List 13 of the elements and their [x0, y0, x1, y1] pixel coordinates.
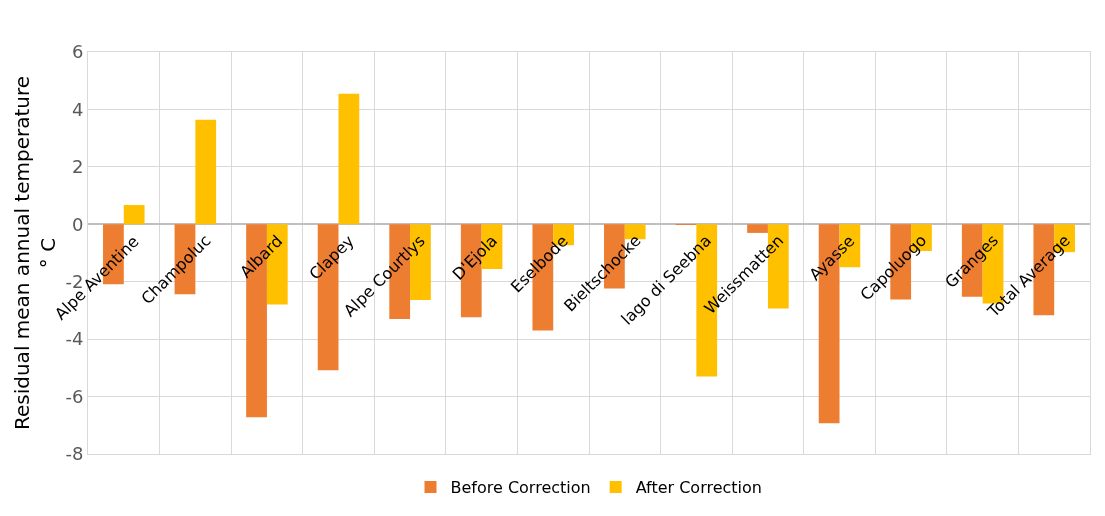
bar: [123, 205, 145, 225]
bar: [338, 93, 360, 225]
y-tick-label: 0: [71, 213, 84, 235]
y-tick-label: -6: [65, 385, 84, 407]
y-tick-label: 4: [71, 98, 84, 120]
y-tick-label: -4: [65, 328, 84, 350]
legend-label: After Correction: [635, 478, 762, 498]
bar: [195, 119, 217, 225]
y-tick-label: 2: [71, 156, 84, 178]
bar: [747, 224, 768, 233]
y-tick-label: -8: [65, 443, 84, 465]
y-tick-label: 6: [71, 41, 84, 63]
legend-label: Before Correction: [450, 478, 591, 498]
